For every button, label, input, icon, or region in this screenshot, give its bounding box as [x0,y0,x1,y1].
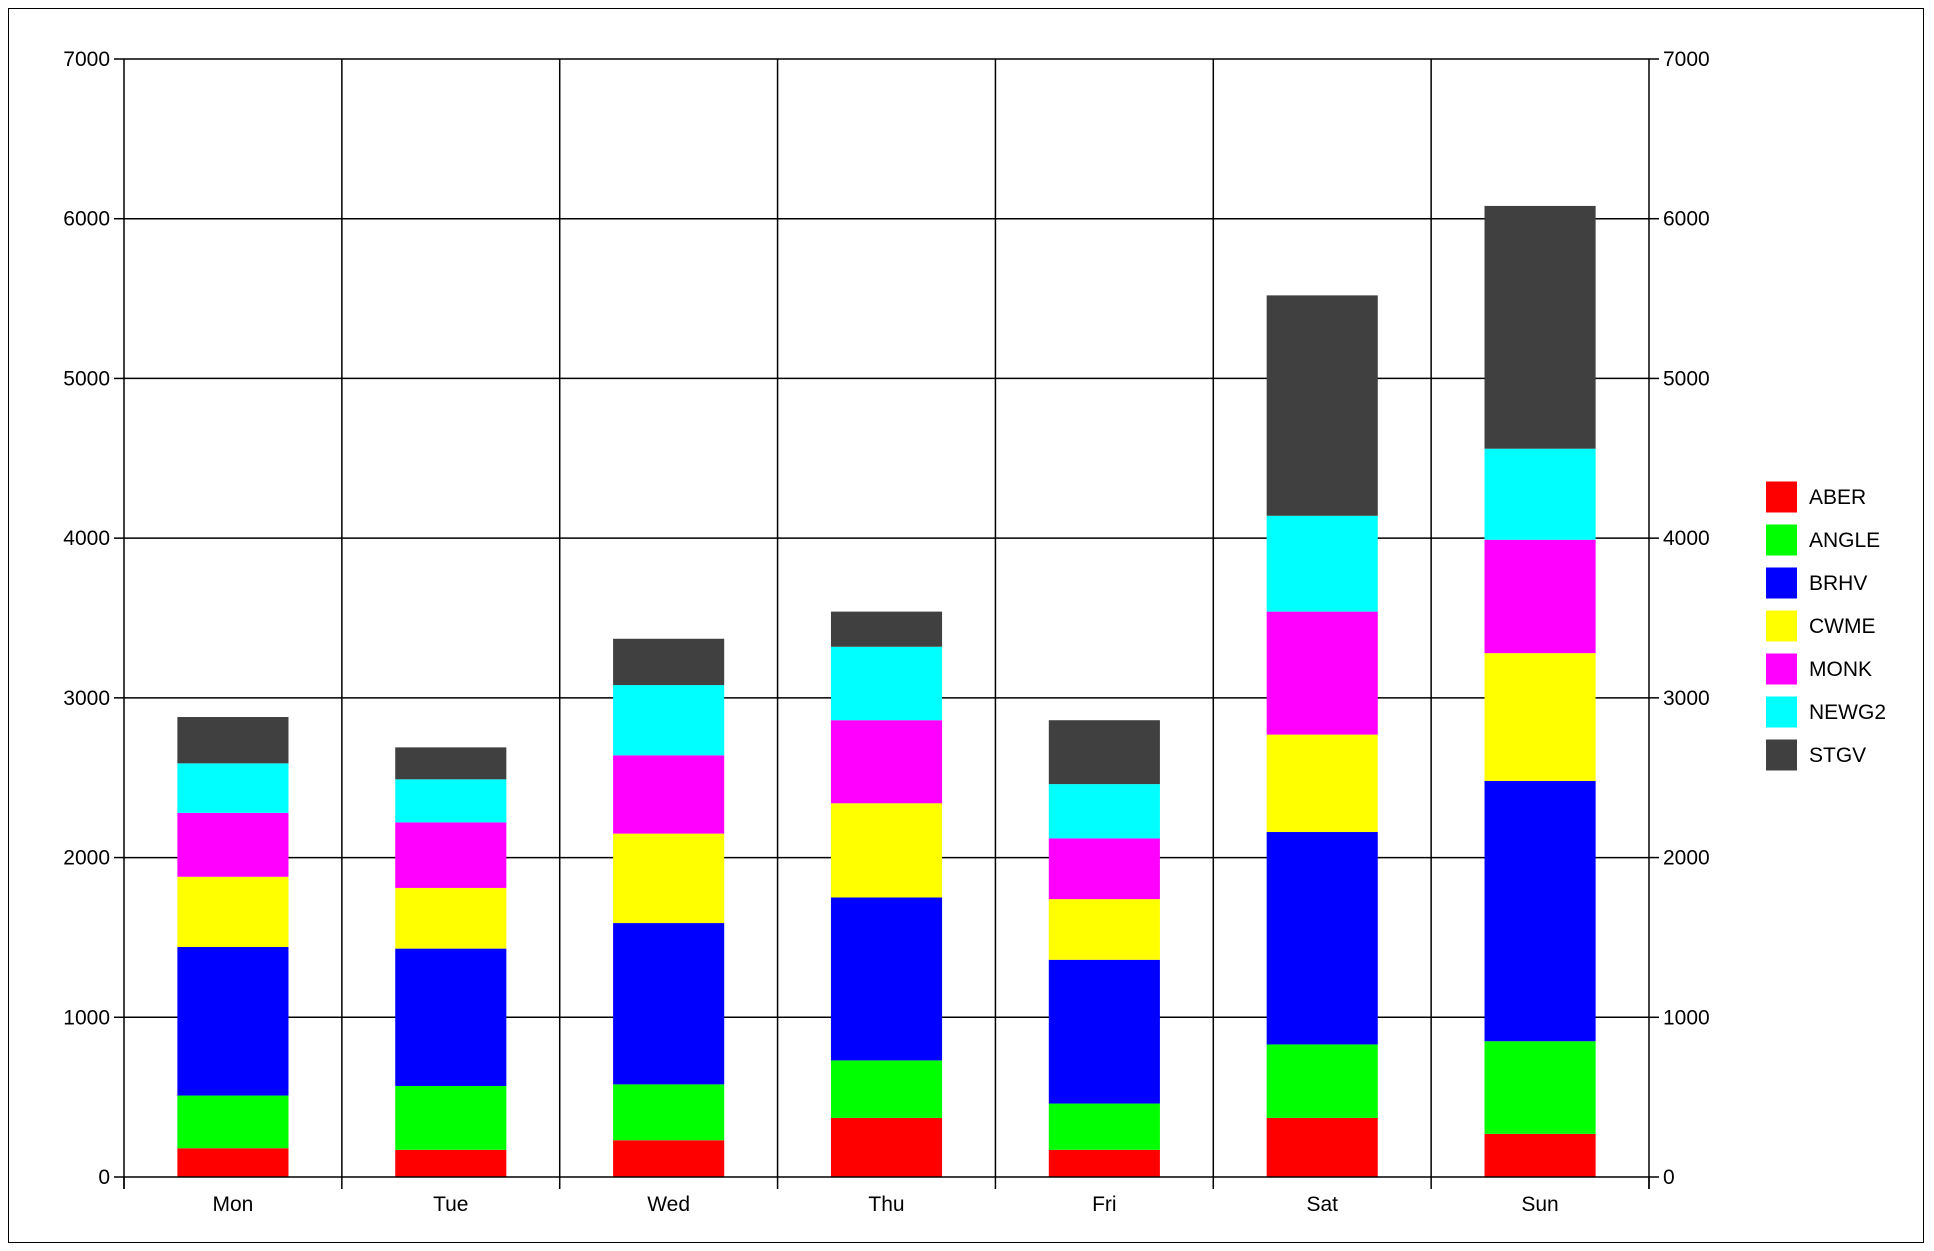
bar-segment-monk [613,755,725,834]
legend-label-aber: ABER [1809,486,1866,509]
bar-segment-stgv [1266,295,1378,516]
chart-frame: 0 0 1000 1000 2000 2000 3000 3000 4000 4000 5000 50… [8,8,1924,1243]
bar-segment-stgv [1484,205,1596,449]
bar-segment-newg2 [177,763,289,813]
x-tick-label: Tue [433,1193,468,1216]
y-tick-label-left: 1000 [63,1006,110,1029]
bar-segment-angle [830,1060,943,1118]
bar-segment-angle [613,1084,725,1141]
bar-segment-cwme [1048,899,1160,960]
x-tick-label: Wed [647,1193,690,1216]
x-tick-label: Sun [1521,1193,1558,1216]
bar-segment-angle [177,1095,289,1149]
legend-label-brhv: BRHV [1809,572,1867,595]
x-tick-label: Fri [1092,1193,1117,1216]
bar-segment-brhv [1484,780,1596,1042]
bar-segment-angle [395,1085,507,1150]
bar-segment-stgv [177,717,289,764]
legend-swatch-monk [1766,653,1797,685]
x-tick-label: Mon [212,1193,253,1216]
legend-swatch-aber [1766,481,1797,513]
bar-segment-aber [830,1117,943,1177]
bar-segment-cwme [830,803,943,898]
bar-segment-stgv [613,638,725,686]
legend-swatch-stgv [1766,739,1797,771]
y-tick-label-left: 7000 [63,48,110,71]
legend-label-monk: MONK [1809,658,1872,681]
bar-segment-newg2 [613,685,725,756]
grid-layer [124,58,1649,1177]
y-tick-label-right: 6000 [1663,208,1710,231]
bar-segment-angle [1484,1041,1596,1134]
bar-segment-monk [1048,838,1160,900]
bar-segment-newg2 [395,779,507,823]
legend-swatch-cwme [1766,610,1797,642]
y-tick-label-right: 4000 [1663,527,1710,550]
legend-label-newg2: NEWG2 [1809,701,1886,724]
y-tick-label-left: 4000 [63,527,110,550]
bar-segment-monk [1484,539,1596,654]
y-tick-label-right: 5000 [1663,367,1710,390]
bar-segment-brhv [613,923,725,1085]
bar-segment-aber [395,1149,507,1177]
bar-segment-newg2 [830,646,943,721]
stacked-bar-chart: 0 0 1000 1000 2000 2000 3000 3000 4000 4000 5000 50… [63,48,1886,1216]
legend-label-stgv: STGV [1809,744,1866,767]
legend: ABER ANGLE BRHV CWME MONK NEWG2 STGV [1766,481,1886,771]
bar-segment-aber [1266,1117,1378,1177]
bar-segment-cwme [395,887,507,949]
bar-segment-brhv [177,947,289,1096]
bar-segment-cwme [613,833,725,924]
bar-segment-brhv [1048,959,1160,1104]
bar-segment-aber [1048,1149,1160,1177]
y-tick-label-left: 3000 [63,687,110,710]
legend-label-cwme: CWME [1809,615,1876,638]
bar-segment-stgv [1048,720,1160,785]
y-tick-label-left: 2000 [63,847,110,870]
bar-segment-brhv [1266,832,1378,1045]
x-tick-label: Thu [868,1193,904,1216]
bar-segment-newg2 [1484,448,1596,540]
bar-segment-brhv [395,948,507,1086]
y-tick-label-right: 1000 [1663,1006,1710,1029]
bars-layer [177,205,1596,1177]
bar-segment-cwme [1484,653,1596,781]
legend-label-angle: ANGLE [1809,529,1880,552]
bar-segment-angle [1266,1044,1378,1118]
bar-segment-monk [1266,611,1378,735]
bar-segment-newg2 [1048,784,1160,839]
y-tick-label-right: 2000 [1663,847,1710,870]
bar-segment-stgv [395,747,507,780]
bar-segment-cwme [177,876,289,948]
bar-segment-monk [830,720,943,804]
y-tick-label-right: 3000 [1663,687,1710,710]
bar-segment-monk [395,822,507,888]
x-tick-label: Sat [1306,1193,1338,1216]
bar-segment-aber [613,1140,725,1177]
y-tick-label-right: 7000 [1663,48,1710,71]
bar-segment-aber [1484,1133,1596,1177]
bar-segment-cwme [1266,734,1378,833]
bar-segment-newg2 [1266,515,1378,612]
y-tick-label-left: 0 [98,1166,110,1189]
y-tick-label-left: 5000 [63,367,110,390]
axes-layer: 0 0 1000 1000 2000 2000 3000 3000 4000 4000 5000 50… [63,48,1709,1216]
bar-segment-angle [1048,1103,1160,1150]
y-tick-label-left: 6000 [63,208,110,231]
y-tick-label-right: 0 [1663,1166,1675,1189]
bar-segment-aber [177,1148,289,1177]
bar-segment-stgv [830,611,943,647]
bar-segment-brhv [830,897,943,1061]
legend-swatch-brhv [1766,567,1797,599]
bar-segment-monk [177,812,289,877]
legend-swatch-newg2 [1766,696,1797,728]
legend-swatch-angle [1766,524,1797,556]
